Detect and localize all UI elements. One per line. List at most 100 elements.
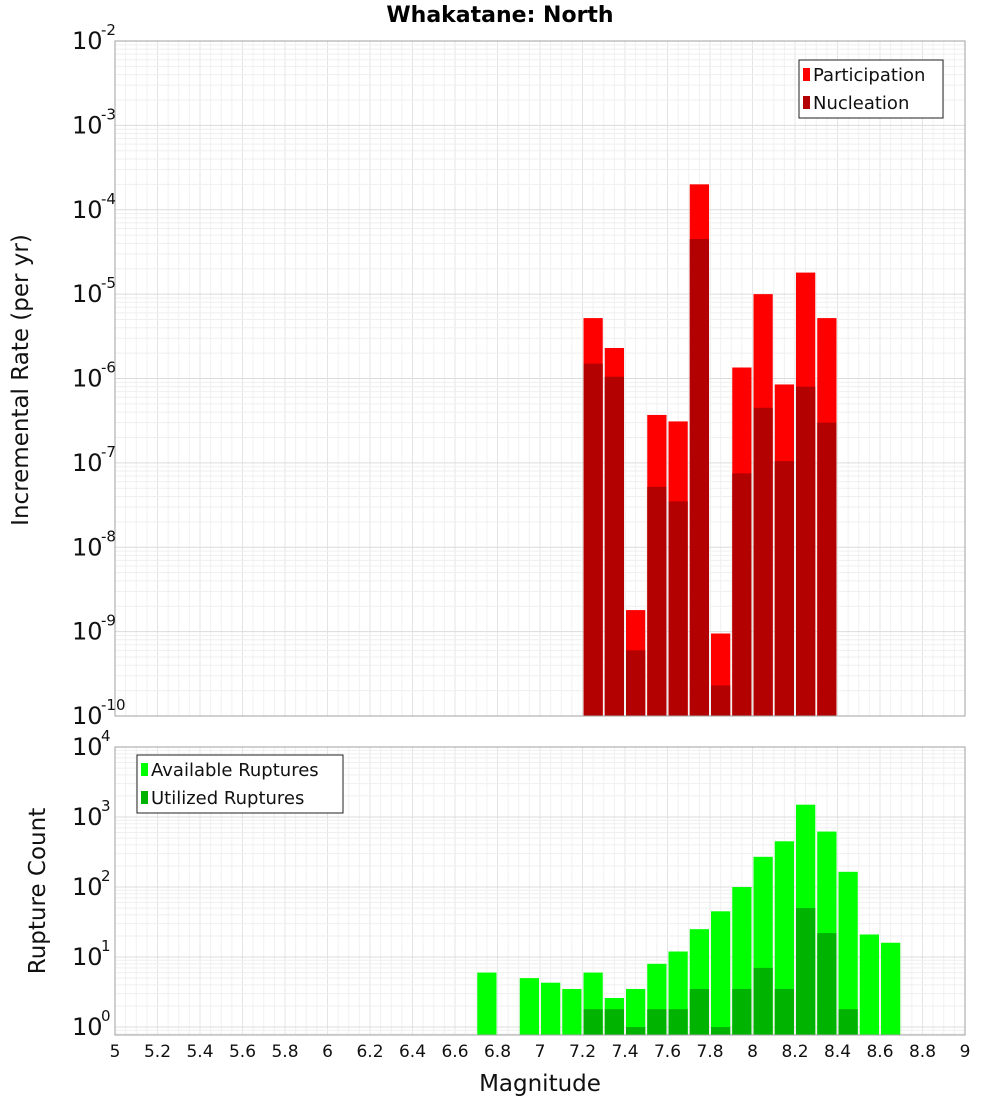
available-ruptures-bar (774, 841, 794, 1035)
x-tick-label: 7.4 (611, 1042, 638, 1062)
y-tick-exponent: -3 (101, 105, 116, 123)
x-tick-label: 7 (535, 1042, 546, 1062)
nucleation-bar (711, 685, 731, 716)
legend-label: Available Ruptures (151, 760, 319, 781)
y-tick-label: 10-7 (72, 443, 116, 477)
legend-label: Utilized Ruptures (151, 788, 304, 809)
x-tick-label: 5.2 (144, 1042, 171, 1062)
nucleation-bar (604, 376, 624, 716)
legend-swatch (141, 791, 148, 804)
utilized-ruptures-bar (604, 1009, 624, 1035)
available-ruptures-bar (562, 988, 582, 1035)
y-tick-label: 10-10 (72, 696, 126, 730)
bottom-plot-frame (114, 746, 966, 1036)
x-tick-label: 6.8 (484, 1042, 511, 1062)
y-tick-base: 10 (72, 111, 103, 139)
available-ruptures-bar (626, 988, 646, 1035)
y-tick-label: 103 (72, 797, 111, 831)
y-tick-base: 10 (72, 618, 103, 646)
available-ruptures-bar (859, 934, 879, 1035)
x-tick-label: 6.6 (441, 1042, 468, 1062)
nucleation-bar (796, 386, 816, 716)
y-tick-base: 10 (72, 1013, 103, 1041)
utilized-ruptures-bar (796, 908, 816, 1035)
y-tick-label: 100 (72, 1007, 111, 1041)
legend-label: Participation (813, 65, 925, 86)
bottom-bars (477, 804, 901, 1035)
y-tick-label: 102 (72, 867, 111, 901)
x-axis-label: Magnitude (479, 1071, 601, 1097)
utilized-ruptures-bar (774, 988, 794, 1035)
x-tick-label: 8.4 (824, 1042, 851, 1062)
utilized-ruptures-bar (732, 988, 752, 1035)
legend-swatch (803, 68, 810, 81)
y-tick-exponent: -7 (101, 443, 116, 461)
y-tick-label: 104 (72, 727, 111, 761)
utilized-ruptures-bar (753, 967, 773, 1035)
y-tick-base: 10 (72, 803, 103, 831)
x-tick-label: 8.2 (781, 1042, 808, 1062)
nucleation-bar (817, 422, 837, 716)
y-tick-label: 101 (72, 937, 111, 971)
y-tick-label: 10-5 (72, 274, 116, 308)
x-tick-label: 7.2 (569, 1042, 596, 1062)
y-tick-label: 10-4 (72, 190, 116, 224)
x-tick-label: 8.6 (866, 1042, 893, 1062)
top-y-axis-label: Incremental Rate (per yr) (8, 234, 34, 526)
legend-label: Nucleation (813, 93, 909, 114)
y-tick-base: 10 (72, 280, 103, 308)
available-ruptures-bar (711, 911, 731, 1035)
x-tick-label: 5.8 (271, 1042, 298, 1062)
bottom-y-axis-label: Rupture Count (25, 808, 51, 974)
available-ruptures-bar (881, 942, 901, 1035)
y-tick-exponent: -2 (101, 21, 116, 39)
y-tick-exponent: -4 (101, 190, 116, 208)
utilized-ruptures-bar (689, 988, 709, 1035)
x-tick-label: 6.4 (399, 1042, 426, 1062)
y-tick-label: 10-3 (72, 105, 116, 139)
nucleation-bar (626, 650, 646, 716)
y-tick-label: 10-6 (72, 359, 116, 393)
x-tick-label: 6 (322, 1042, 333, 1062)
nucleation-bar (689, 239, 709, 716)
y-tick-label: 10-8 (72, 527, 116, 561)
utilized-ruptures-bar (668, 1009, 688, 1035)
y-tick-exponent: 3 (101, 797, 111, 815)
y-tick-base: 10 (72, 733, 103, 761)
legend-swatch (803, 96, 810, 109)
utilized-ruptures-bar (711, 1027, 731, 1035)
x-tick-label: 7.6 (654, 1042, 681, 1062)
y-tick-exponent: 4 (101, 727, 111, 745)
y-tick-base: 10 (72, 27, 103, 55)
nucleation-bar (753, 407, 773, 716)
utilized-ruptures-bar (583, 1009, 603, 1035)
top-legend: Participation Nucleation (798, 59, 944, 119)
y-tick-base: 10 (72, 449, 103, 477)
y-tick-exponent: -8 (101, 527, 116, 545)
utilized-ruptures-bar (626, 1027, 646, 1035)
y-tick-exponent: 1 (101, 937, 111, 955)
nucleation-bar (774, 461, 794, 716)
y-tick-base: 10 (72, 943, 103, 971)
y-tick-label: 10-9 (72, 612, 116, 646)
y-tick-exponent: -5 (101, 274, 116, 292)
chart-title: Whakatane: North (386, 3, 613, 28)
available-ruptures-bar (541, 982, 561, 1035)
y-tick-base: 10 (72, 196, 103, 224)
legend-box (798, 59, 944, 119)
x-tick-label: 5 (110, 1042, 121, 1062)
x-tick-label: 7.8 (696, 1042, 723, 1062)
available-ruptures-bar (519, 978, 539, 1035)
utilized-ruptures-bar (838, 1009, 858, 1035)
nucleation-bar (732, 473, 752, 716)
nucleation-bar (647, 486, 667, 716)
available-ruptures-bar (838, 871, 858, 1035)
bottom-legend: Available Ruptures Utilized Ruptures (136, 754, 344, 814)
y-tick-exponent: 2 (101, 867, 111, 885)
legend-box (136, 754, 344, 814)
x-tick-labels: 5 5.2 5.4 5.6 5.8 6 6.2 6.4 6.6 6.8 7 7.2 7.4 7.6 7.8 8… (110, 1042, 971, 1062)
y-tick-exponent: -10 (101, 696, 126, 714)
